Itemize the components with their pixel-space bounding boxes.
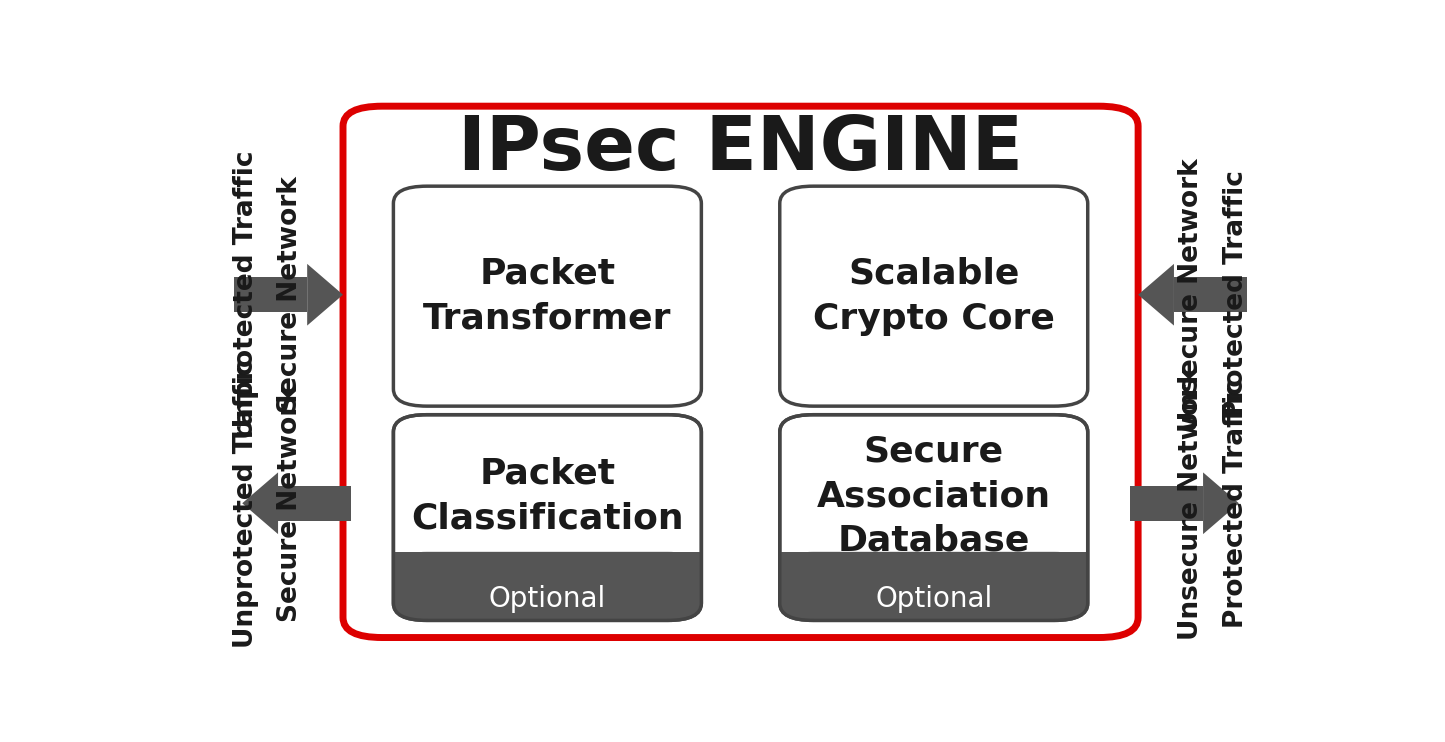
Text: Packet
Transformer: Packet Transformer xyxy=(423,257,672,335)
Text: Scalable
Crypto Core: Scalable Crypto Core xyxy=(812,257,1055,335)
Polygon shape xyxy=(1204,473,1238,534)
FancyBboxPatch shape xyxy=(780,552,1088,620)
Text: Secure
Association
Database: Secure Association Database xyxy=(816,434,1051,558)
Text: Secure Network: Secure Network xyxy=(277,177,303,413)
Bar xyxy=(1173,277,1247,312)
Text: Unprotected Traffic: Unprotected Traffic xyxy=(233,359,259,648)
FancyBboxPatch shape xyxy=(393,552,701,620)
Text: Unsecure Network: Unsecure Network xyxy=(1178,367,1204,640)
Polygon shape xyxy=(308,264,342,326)
FancyBboxPatch shape xyxy=(780,415,1088,620)
Text: Protected Traffic: Protected Traffic xyxy=(1222,170,1248,419)
FancyBboxPatch shape xyxy=(393,415,701,620)
Text: Unprotected Traffic: Unprotected Traffic xyxy=(233,151,259,439)
Bar xyxy=(277,485,351,521)
Bar xyxy=(234,277,308,312)
Polygon shape xyxy=(1139,264,1173,326)
Bar xyxy=(393,552,701,603)
Polygon shape xyxy=(243,473,277,534)
FancyBboxPatch shape xyxy=(780,186,1088,406)
Text: Optional: Optional xyxy=(488,585,605,613)
FancyBboxPatch shape xyxy=(393,186,701,406)
Text: Packet
Classification: Packet Classification xyxy=(410,457,683,536)
Bar xyxy=(1130,485,1204,521)
Text: IPsec ENGINE: IPsec ENGINE xyxy=(458,113,1023,186)
FancyBboxPatch shape xyxy=(342,106,1139,637)
Text: Secure Network: Secure Network xyxy=(277,385,303,622)
Bar xyxy=(780,552,1088,603)
Text: Optional: Optional xyxy=(876,585,993,613)
Text: Unsecure Network: Unsecure Network xyxy=(1178,158,1204,432)
Text: Protected Traffic: Protected Traffic xyxy=(1222,379,1248,628)
